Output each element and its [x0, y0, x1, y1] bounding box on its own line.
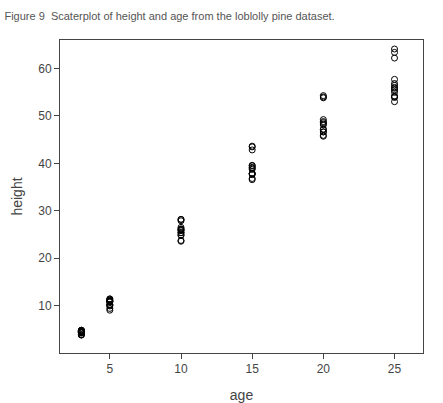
svg-text:60: 60	[38, 62, 52, 76]
svg-text:5: 5	[106, 362, 113, 376]
svg-text:10: 10	[174, 362, 188, 376]
svg-text:25: 25	[388, 362, 402, 376]
svg-text:height: height	[9, 177, 25, 215]
svg-text:age: age	[230, 387, 254, 403]
svg-text:50: 50	[38, 109, 52, 123]
svg-text:30: 30	[38, 204, 52, 218]
svg-text:20: 20	[317, 362, 331, 376]
svg-text:15: 15	[246, 362, 260, 376]
svg-text:20: 20	[38, 251, 52, 265]
svg-text:Figure 9 Scaterplot of height: Figure 9 Scaterplot of height and age fr…	[4, 10, 334, 22]
svg-text:40: 40	[38, 157, 52, 171]
svg-text:10: 10	[38, 299, 52, 313]
